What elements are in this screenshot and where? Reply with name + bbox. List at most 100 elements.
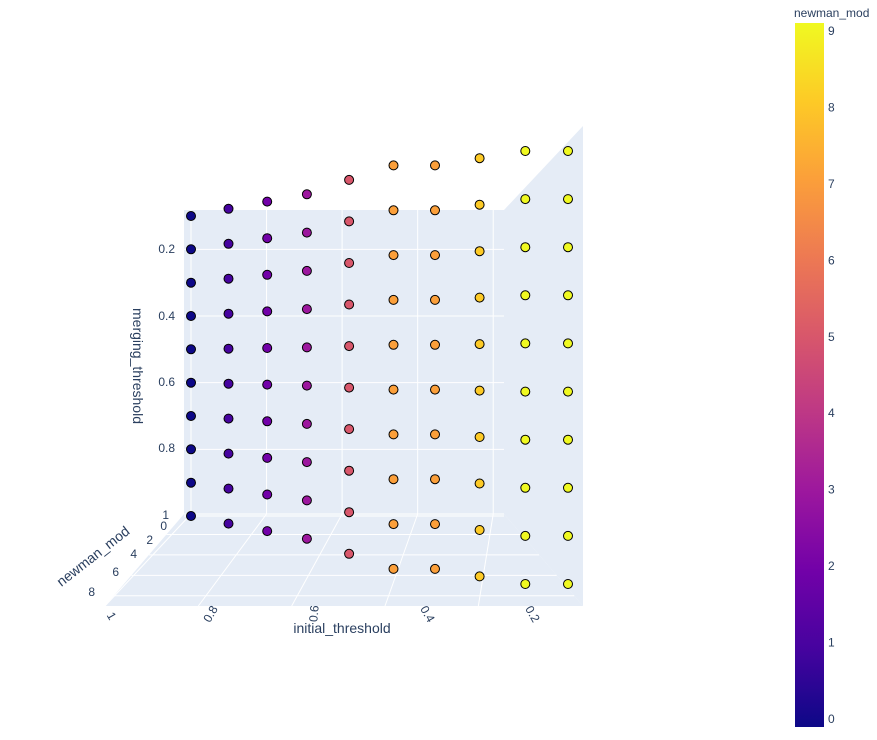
data-point <box>186 444 196 455</box>
data-point <box>301 342 312 353</box>
floor-plane <box>105 514 583 606</box>
data-point <box>186 511 196 521</box>
x-tick-label: 0.6 <box>306 604 321 622</box>
z-tick-label: 0.8 <box>158 441 175 455</box>
z-axis-title: merging_threshold <box>130 308 146 424</box>
data-point <box>388 339 399 350</box>
data-point <box>520 579 531 589</box>
data-point <box>262 233 273 244</box>
data-point <box>301 380 312 391</box>
data-point <box>563 194 573 205</box>
data-point <box>344 548 355 559</box>
z-axis-ticks: 0.2 0.4 0.6 0.8 1 <box>158 242 175 522</box>
data-point <box>388 474 399 485</box>
data-point <box>301 265 312 276</box>
z-tick-label: 0.6 <box>158 375 175 389</box>
data-point <box>563 530 573 541</box>
data-point <box>301 533 312 544</box>
z-tick-label: 1 <box>162 508 169 522</box>
y-tick-label: 6 <box>112 565 119 579</box>
data-point <box>430 250 440 261</box>
data-point <box>520 242 531 253</box>
data-point <box>262 306 273 317</box>
data-point <box>186 211 196 221</box>
x-tick-label: 0.8 <box>200 603 221 625</box>
data-point <box>474 432 485 442</box>
y-tick-label: 0 <box>160 519 167 533</box>
data-point <box>474 153 485 164</box>
data-point <box>344 341 355 352</box>
colorbar-tick-label: 6 <box>828 253 835 267</box>
data-point <box>223 378 234 389</box>
data-point <box>388 294 399 305</box>
data-point <box>186 311 196 321</box>
data-point <box>520 338 531 349</box>
data-point <box>223 273 234 284</box>
colorbar-title: newman_mod <box>794 6 869 20</box>
data-point <box>262 489 273 500</box>
y-axis-title: newman_mod <box>53 523 132 590</box>
data-point <box>223 343 234 354</box>
colorbar-tick-label: 8 <box>828 100 835 114</box>
data-point <box>388 250 399 261</box>
data-point <box>262 452 273 463</box>
grid-lines <box>104 210 575 607</box>
data-point <box>430 160 440 171</box>
data-point <box>474 385 485 396</box>
data-point <box>563 482 573 493</box>
colorbar-tick-label: 4 <box>828 406 835 420</box>
data-point <box>223 518 234 529</box>
data-point <box>520 386 531 397</box>
grid-line <box>197 513 267 607</box>
colorbar-tick-label: 0 <box>828 712 835 726</box>
data-point <box>301 495 312 506</box>
data-point <box>520 194 531 205</box>
data-point <box>388 384 399 395</box>
data-point <box>388 205 399 216</box>
data-points <box>186 146 573 589</box>
data-point <box>430 474 440 485</box>
y-tick-label: 4 <box>130 547 137 561</box>
data-point <box>344 382 355 393</box>
data-point <box>301 418 312 429</box>
data-point <box>262 526 273 537</box>
data-point <box>430 384 440 395</box>
x-axis-title: initial_threshold <box>293 620 390 636</box>
grid-line <box>104 513 192 607</box>
x-tick-label: 0.4 <box>417 603 438 625</box>
data-point <box>301 457 312 468</box>
data-point <box>344 507 355 518</box>
colorbar-tick-label: 9 <box>828 24 835 38</box>
data-point <box>344 299 355 310</box>
data-point <box>520 434 531 445</box>
data-point <box>563 386 573 397</box>
x-tick-label: 1 <box>104 610 120 623</box>
z-tick-label: 0.2 <box>158 242 175 256</box>
data-point <box>262 196 273 207</box>
data-point <box>388 563 399 574</box>
colorbar <box>795 23 824 727</box>
y-tick-label: 2 <box>146 533 153 547</box>
data-point <box>223 203 234 214</box>
colorbar-tick-label: 1 <box>828 636 835 650</box>
z-tick-label: 0.4 <box>158 309 175 323</box>
data-point <box>474 525 485 535</box>
data-point <box>262 379 273 390</box>
data-point <box>430 294 440 305</box>
x-tick-label: 0.2 <box>522 603 543 625</box>
data-point <box>430 339 440 350</box>
colorbar-tick-label: 3 <box>828 483 835 497</box>
data-point <box>301 304 312 315</box>
data-point <box>223 238 234 249</box>
data-point <box>430 519 440 530</box>
data-point <box>430 563 440 574</box>
data-point <box>186 411 196 421</box>
data-point <box>563 242 573 253</box>
data-point <box>262 269 273 280</box>
data-point <box>430 429 440 440</box>
y-axis-ticks: 0 2 4 6 8 <box>88 519 167 599</box>
data-point <box>186 277 196 288</box>
back-wall <box>184 210 504 514</box>
data-point <box>388 160 399 171</box>
